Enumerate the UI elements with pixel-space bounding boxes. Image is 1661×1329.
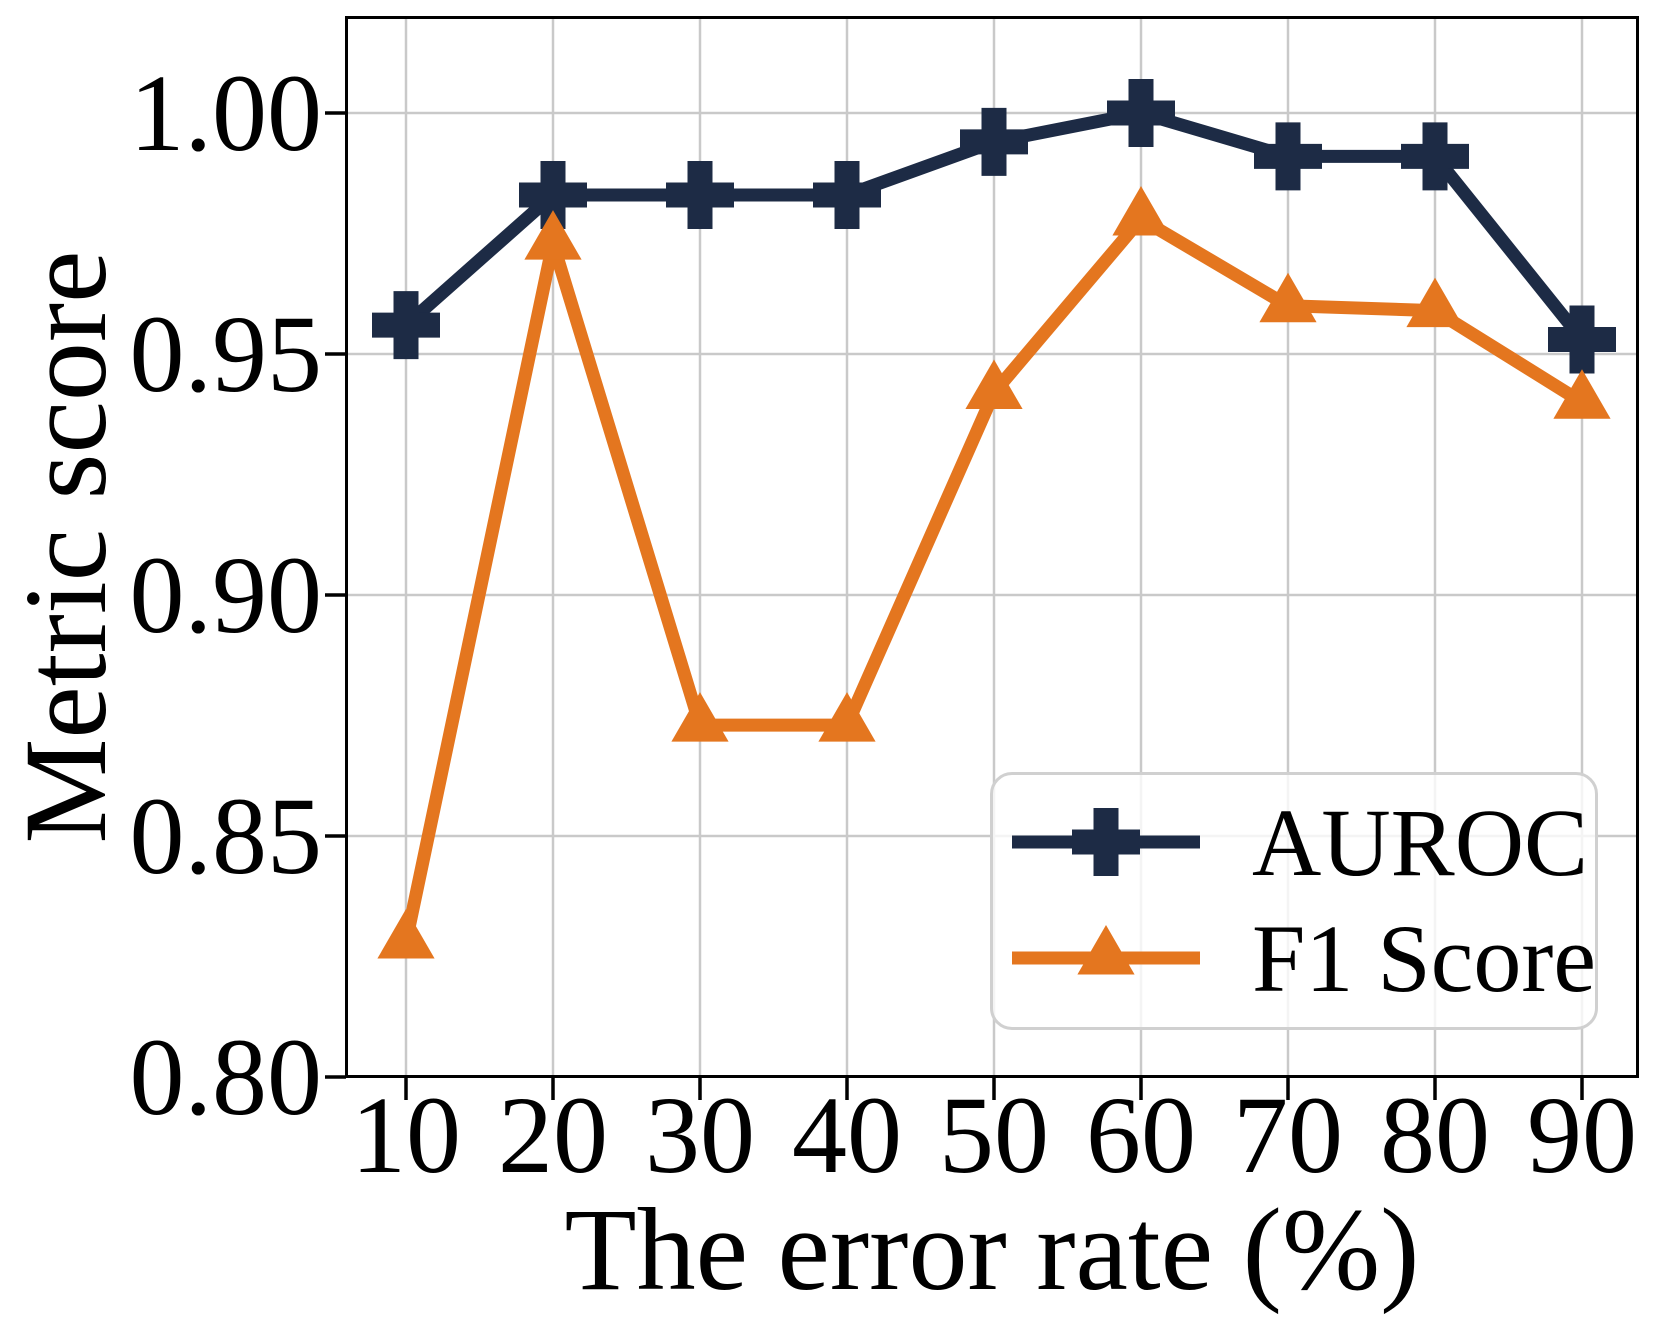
x-tick-label: 50	[939, 1074, 1049, 1196]
y-tick-label: 0.95	[129, 293, 323, 415]
f1-marker	[818, 692, 876, 742]
x-tick-label: 10	[351, 1074, 461, 1196]
f1-marker	[965, 359, 1023, 410]
x-tick-label: 40	[792, 1074, 902, 1196]
f1-marker	[1259, 272, 1317, 323]
x-tick-label: 20	[498, 1074, 608, 1196]
y-tick-label: 0.85	[129, 775, 323, 897]
auroc-marker	[1548, 305, 1616, 374]
f1-marker	[671, 692, 729, 742]
plus-marker-icon	[1012, 808, 1200, 876]
x-tick-label: 90	[1527, 1074, 1637, 1196]
f1-marker	[1112, 186, 1170, 236]
auroc-marker	[666, 160, 734, 229]
legend-label-f1score: F1 Score	[1252, 904, 1596, 1012]
auroc-marker	[519, 160, 587, 229]
x-tick-label: 70	[1233, 1074, 1343, 1196]
auroc-marker	[960, 107, 1028, 176]
y-axis-title: Metric score	[0, 250, 131, 844]
triangle-marker-icon	[1012, 925, 1200, 975]
y-tick-label: 1.00	[129, 52, 323, 174]
auroc-marker	[1401, 122, 1469, 191]
y-tick-label: 0.90	[129, 534, 323, 656]
f1-marker	[377, 909, 435, 959]
legend-entry-auroc: AUROC	[993, 787, 1595, 897]
x-axis-title: The error rate (%)	[564, 1184, 1420, 1315]
legend-entry-f1score: F1 Score	[993, 903, 1596, 1013]
auroc-marker	[372, 291, 440, 360]
x-tick-label: 60	[1086, 1074, 1196, 1196]
x-tick-label: 30	[645, 1074, 755, 1196]
f1-marker	[524, 210, 582, 260]
auroc-marker	[813, 160, 881, 229]
f1-marker	[1553, 369, 1611, 419]
legend-box: AUROC F1 Score	[990, 772, 1598, 1030]
legend-label-auroc: AUROC	[1252, 788, 1589, 896]
auroc-marker	[1107, 79, 1175, 147]
plot-border	[345, 16, 1639, 1078]
auroc-marker	[1254, 122, 1322, 191]
x-tick-label: 80	[1380, 1074, 1490, 1196]
y-tick-label: 0.80	[129, 1016, 323, 1138]
plot-area	[325, 16, 1639, 1100]
f1-marker	[1406, 277, 1464, 328]
